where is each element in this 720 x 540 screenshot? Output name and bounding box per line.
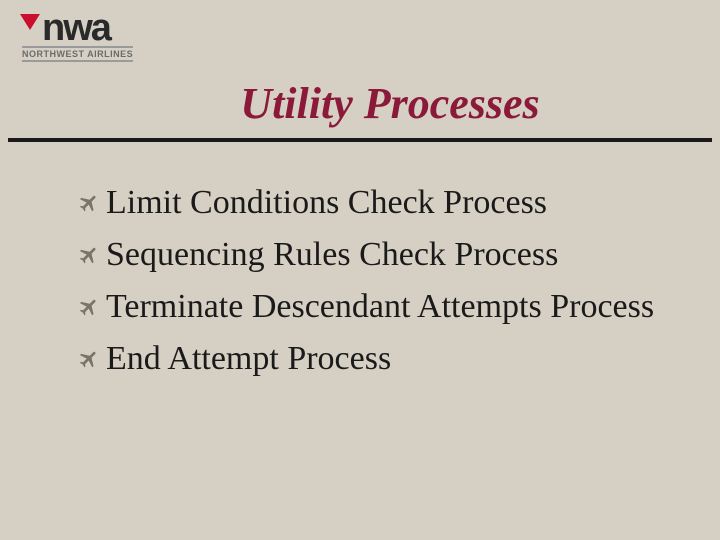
logo-brand-text: nwa xyxy=(42,12,110,44)
brand-logo: nwa NORTHWEST AIRLINES xyxy=(20,12,133,62)
bullet-text: Terminate Descendant Attempts Process xyxy=(106,284,654,330)
title-divider xyxy=(8,138,712,142)
logo-top-row: nwa xyxy=(20,12,110,44)
list-item: Terminate Descendant Attempts Process xyxy=(78,284,680,330)
list-item: Sequencing Rules Check Process xyxy=(78,232,680,278)
bullet-text: Sequencing Rules Check Process xyxy=(106,232,558,278)
slide-title: Utility Processes xyxy=(0,78,720,129)
list-item: End Attempt Process xyxy=(78,336,680,382)
list-item: Limit Conditions Check Process xyxy=(78,180,680,226)
airplane-icon xyxy=(78,180,106,218)
airplane-icon xyxy=(78,284,106,322)
airplane-icon xyxy=(78,232,106,270)
bullet-text: End Attempt Process xyxy=(106,336,391,382)
airplane-icon xyxy=(78,336,106,374)
triangle-icon xyxy=(20,14,40,30)
logo-subline: NORTHWEST AIRLINES xyxy=(22,46,133,62)
slide-body: Limit Conditions Check Process Sequencin… xyxy=(78,180,680,388)
bullet-text: Limit Conditions Check Process xyxy=(106,180,547,226)
